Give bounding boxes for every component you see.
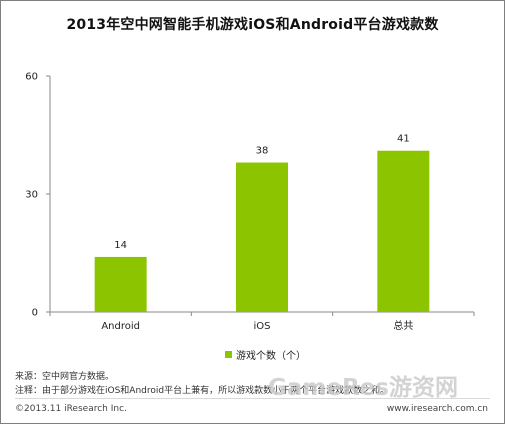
y-axis: 0 30 60 — [25, 72, 51, 319]
bar — [377, 150, 430, 312]
y-tick-label: 30 — [25, 190, 38, 201]
bar-value-label: 14 — [114, 240, 127, 251]
y-tick-label: 60 — [25, 72, 38, 83]
chart-title: 2013年空中网智能手机游戏iOS和Android平台游戏款数 — [66, 17, 439, 33]
legend-label: 游戏个数（个） — [236, 351, 306, 362]
bar — [94, 256, 147, 312]
x-category-label: Android — [101, 321, 140, 332]
copyright: ©2013.11 iResearch Inc. — [15, 404, 127, 414]
x-category-label: iOS — [254, 321, 271, 332]
legend-swatch — [225, 351, 232, 358]
x-axis: Android iOS 总共 — [49, 311, 475, 332]
y-tick-label: 0 — [32, 308, 38, 319]
x-category-label: 总共 — [393, 319, 413, 332]
watermark: GameRes游资网 — [268, 375, 458, 401]
bar — [236, 162, 288, 312]
website: www.iresearch.com.cn — [386, 404, 488, 414]
footnote: 注释：由于部分游戏在iOS和Android平台上兼有，所以游戏款数小于两个平台游… — [15, 386, 390, 396]
footer-divider — [15, 398, 490, 399]
bars-group: 14 38 41 — [94, 134, 430, 312]
source-note: 来源：空中网官方数据。 — [15, 372, 115, 382]
bar-value-label: 38 — [256, 146, 269, 157]
bar-value-label: 41 — [397, 134, 410, 145]
legend: 游戏个数（个） — [225, 347, 306, 362]
